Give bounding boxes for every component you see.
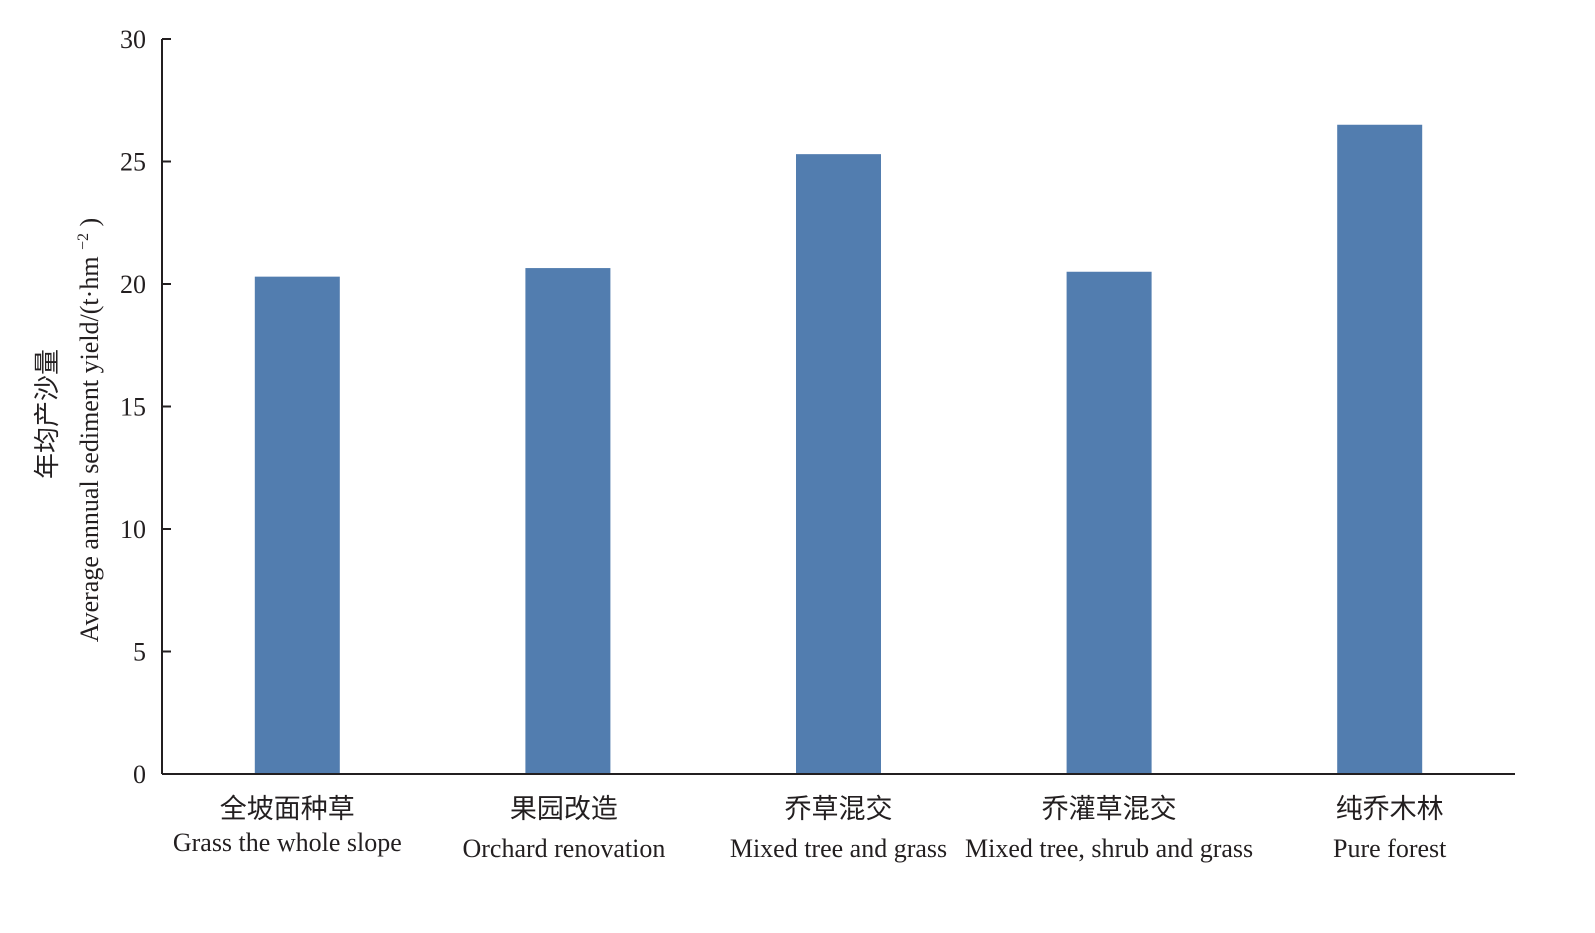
y-axis-title-exponent: −2 <box>75 233 92 250</box>
x-category-label-en: Grass the whole slope <box>173 828 402 857</box>
x-category-label-cn: 乔草混交 <box>785 794 893 824</box>
y-axis-title-close: ) <box>75 218 104 227</box>
y-tick-label: 20 <box>120 270 146 299</box>
y-tick-label: 10 <box>120 515 146 544</box>
x-category-label-en: Mixed tree and grass <box>730 834 947 863</box>
y-ticks-group: 0 5 10 15 20 25 30 <box>120 25 171 789</box>
y-tick-label: 30 <box>120 25 146 54</box>
x-category-label-en: Pure forest <box>1333 834 1447 863</box>
x-category-label-en: Mixed tree, shrub and grass <box>965 834 1253 863</box>
y-axis-title: Average annual sediment yield/(t·hm −2 ) <box>65 218 104 642</box>
y-axis-title-cn: 年均产沙量 <box>33 349 62 479</box>
bars-group <box>254 124 1423 774</box>
x-category-label-cn: 纯乔木林 <box>1336 794 1444 824</box>
y-tick-label: 0 <box>133 760 146 789</box>
y-tick-label: 5 <box>133 638 146 667</box>
x-category-label-cn: 全坡面种草 <box>220 794 355 824</box>
y-tick-label: 25 <box>120 148 146 177</box>
y-axis-title-en: Average annual sediment yield/(t·hm <box>75 256 104 642</box>
x-category-label-en: Orchard renovation <box>462 834 665 863</box>
x-labels-group: 全坡面种草 Grass the whole slope 果园改造 Orchard re… <box>173 794 1447 863</box>
x-category-label-cn: 乔灌草混交 <box>1042 794 1177 824</box>
y-tick-label: 15 <box>120 393 146 422</box>
bar <box>796 154 881 774</box>
bar <box>1066 271 1152 774</box>
x-category-label-cn: 果园改造 <box>510 794 618 824</box>
bar <box>254 276 340 774</box>
bar <box>1337 124 1423 774</box>
bar <box>525 268 611 774</box>
